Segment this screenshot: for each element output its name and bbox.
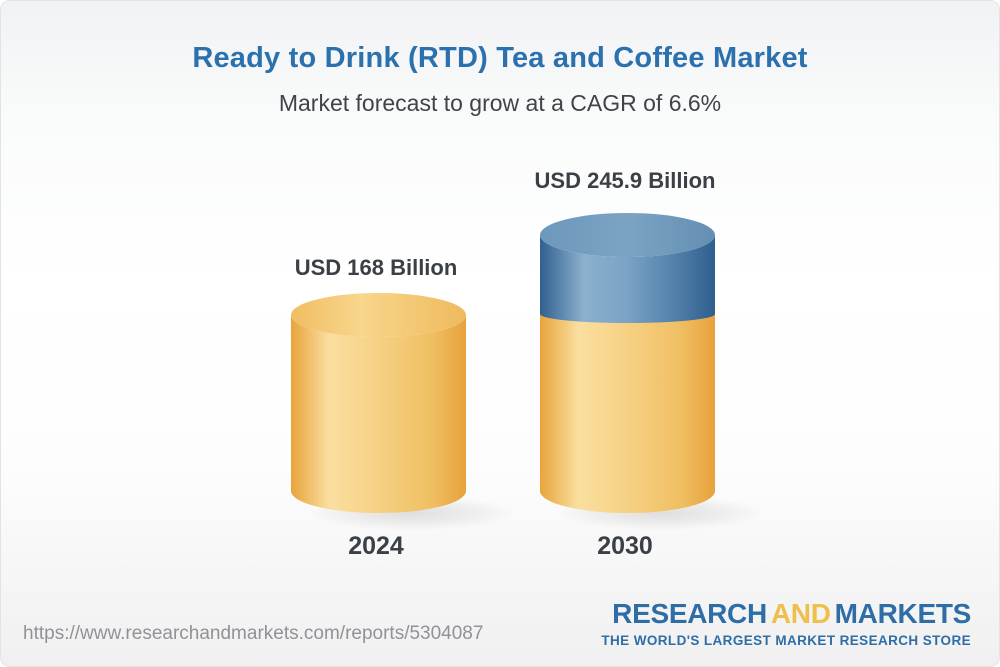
value-label-2030: USD 245.9 Billion — [534, 168, 716, 193]
growth-base-segment — [540, 273, 715, 513]
category-label-2024: 2024 — [348, 532, 404, 560]
logo-word-research: RESEARCH — [612, 598, 767, 629]
research-and-markets-logo: RESEARCH AND MARKETS THE WORLD'S LARGEST M… — [601, 598, 971, 648]
logo-wordmark: RESEARCH AND MARKETS — [601, 598, 971, 630]
page-title: Ready to Drink (RTD) Tea and Coffee Mark… — [192, 42, 808, 74]
logo-tagline: THE WORLD'S LARGEST MARKET RESEARCH STOR… — [601, 633, 971, 649]
bar-cylinder-2024 — [291, 293, 466, 513]
report-url-link[interactable]: https://www.researchandmarkets.com/repor… — [23, 623, 484, 644]
bar-cylinder-2030 — [540, 213, 715, 513]
category-label-2030: 2030 — [597, 532, 653, 560]
page-subtitle: Market forecast to grow at a CAGR of 6.6… — [278, 90, 722, 116]
growth-top-segment — [540, 235, 715, 323]
value-label-2024: USD 168 Billion — [294, 255, 458, 280]
logo-word-and: AND — [770, 598, 831, 629]
logo-word-markets: MARKETS — [834, 598, 972, 629]
